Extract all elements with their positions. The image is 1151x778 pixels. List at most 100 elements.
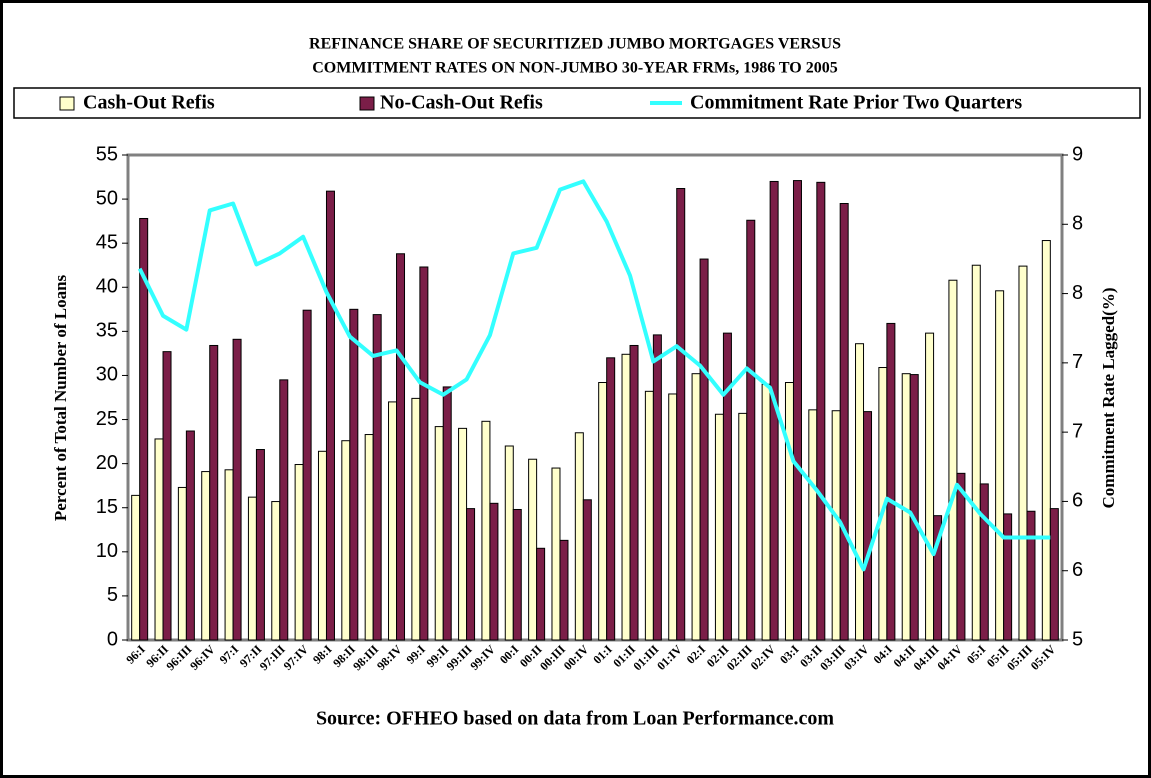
bar [434,426,444,641]
y2-tick-label: 8 [1072,213,1083,235]
bar [668,393,678,641]
bar [489,502,499,641]
bar [341,440,351,641]
bar [255,449,265,641]
legend-swatch [359,96,375,111]
bar [574,432,584,641]
bar [808,409,818,641]
bar [598,382,608,641]
bar [325,190,335,641]
y2-tick-label: 5 [1072,628,1083,650]
bar [1041,240,1051,641]
legend-label: No-Cash-Out Refis [380,92,543,114]
line [137,179,1051,572]
y-tick-label: 15 [96,496,118,518]
bar [224,469,234,641]
bar [676,188,686,641]
y-axis-label: Percent of Total Number of Loans [51,274,70,521]
bar [177,486,187,641]
bar [746,219,756,641]
chart-title: REFINANCE SHARE OF SECURITIZED JUMBO MOR… [309,36,841,53]
bar [784,382,794,641]
bar [956,472,966,641]
bar [925,332,935,641]
bar [419,266,429,641]
y2-tick-label: 6 [1072,559,1083,581]
source-note: Source: OFHEO based on data from Loan Pe… [316,708,834,730]
legend-label: Cash-Out Refis [83,92,215,114]
y-tick-label: 20 [96,452,118,474]
bar [1003,513,1013,641]
bar [863,411,873,641]
y-tick-label: 50 [96,187,118,209]
y2-tick-label: 9 [1072,143,1083,165]
bar [162,351,172,641]
bar [442,386,452,641]
y-tick-label: 10 [96,540,118,562]
bar [209,344,219,641]
y-tick-label: 25 [96,408,118,430]
y-tick-label: 30 [96,364,118,386]
y2-tick-label: 7 [1072,351,1083,373]
bar [855,343,865,641]
bar [458,427,468,641]
bar [722,332,732,641]
bar [528,458,538,641]
bar [699,258,709,641]
bar [302,309,312,641]
y2-tick-label: 7 [1072,420,1083,442]
plot-area [126,153,1064,642]
bar [201,471,211,641]
bar [185,430,195,641]
bar [909,374,919,641]
bar [131,494,141,641]
bar [294,464,304,641]
y-tick-label: 0 [107,628,118,650]
bar [512,508,522,641]
bar [279,379,289,641]
bar [621,353,631,641]
bar [551,467,561,641]
y-tick-label: 35 [96,320,118,342]
bar [738,412,748,641]
bar [971,264,981,641]
bar [349,308,359,641]
bar [979,483,989,641]
bar [536,547,546,641]
bar [411,397,421,641]
bar [606,357,616,641]
bar [582,499,592,641]
bar [504,445,514,641]
y-tick-label: 45 [96,231,118,253]
y2-tick-label: 6 [1072,490,1083,512]
bar [629,344,639,641]
bar [372,314,382,641]
chart-title: COMMITMENT RATES ON NON-JUMBO 30-YEAR FR… [312,60,838,77]
y2-axis-label: Commitment Rate Lagged(%) [1099,288,1118,509]
bar [466,508,476,641]
bar [792,180,802,641]
y-tick-label: 40 [96,276,118,298]
bar [559,539,569,641]
bar [644,390,654,641]
bar [1018,265,1028,641]
bar [154,438,164,641]
bar [139,217,149,641]
bar [388,401,398,641]
bar [995,290,1005,641]
bar [761,383,771,641]
bar [1049,508,1059,641]
bar [396,253,406,641]
bar [816,181,826,641]
bar [232,338,242,641]
legend-label: Commitment Rate Prior Two Quarters [690,92,1022,114]
bar [652,334,662,641]
y-tick-label: 55 [96,143,118,165]
bar [1026,510,1036,641]
bar [714,413,724,641]
bar [271,501,281,641]
bar [933,515,943,641]
bar [691,373,701,641]
legend [13,87,1141,119]
